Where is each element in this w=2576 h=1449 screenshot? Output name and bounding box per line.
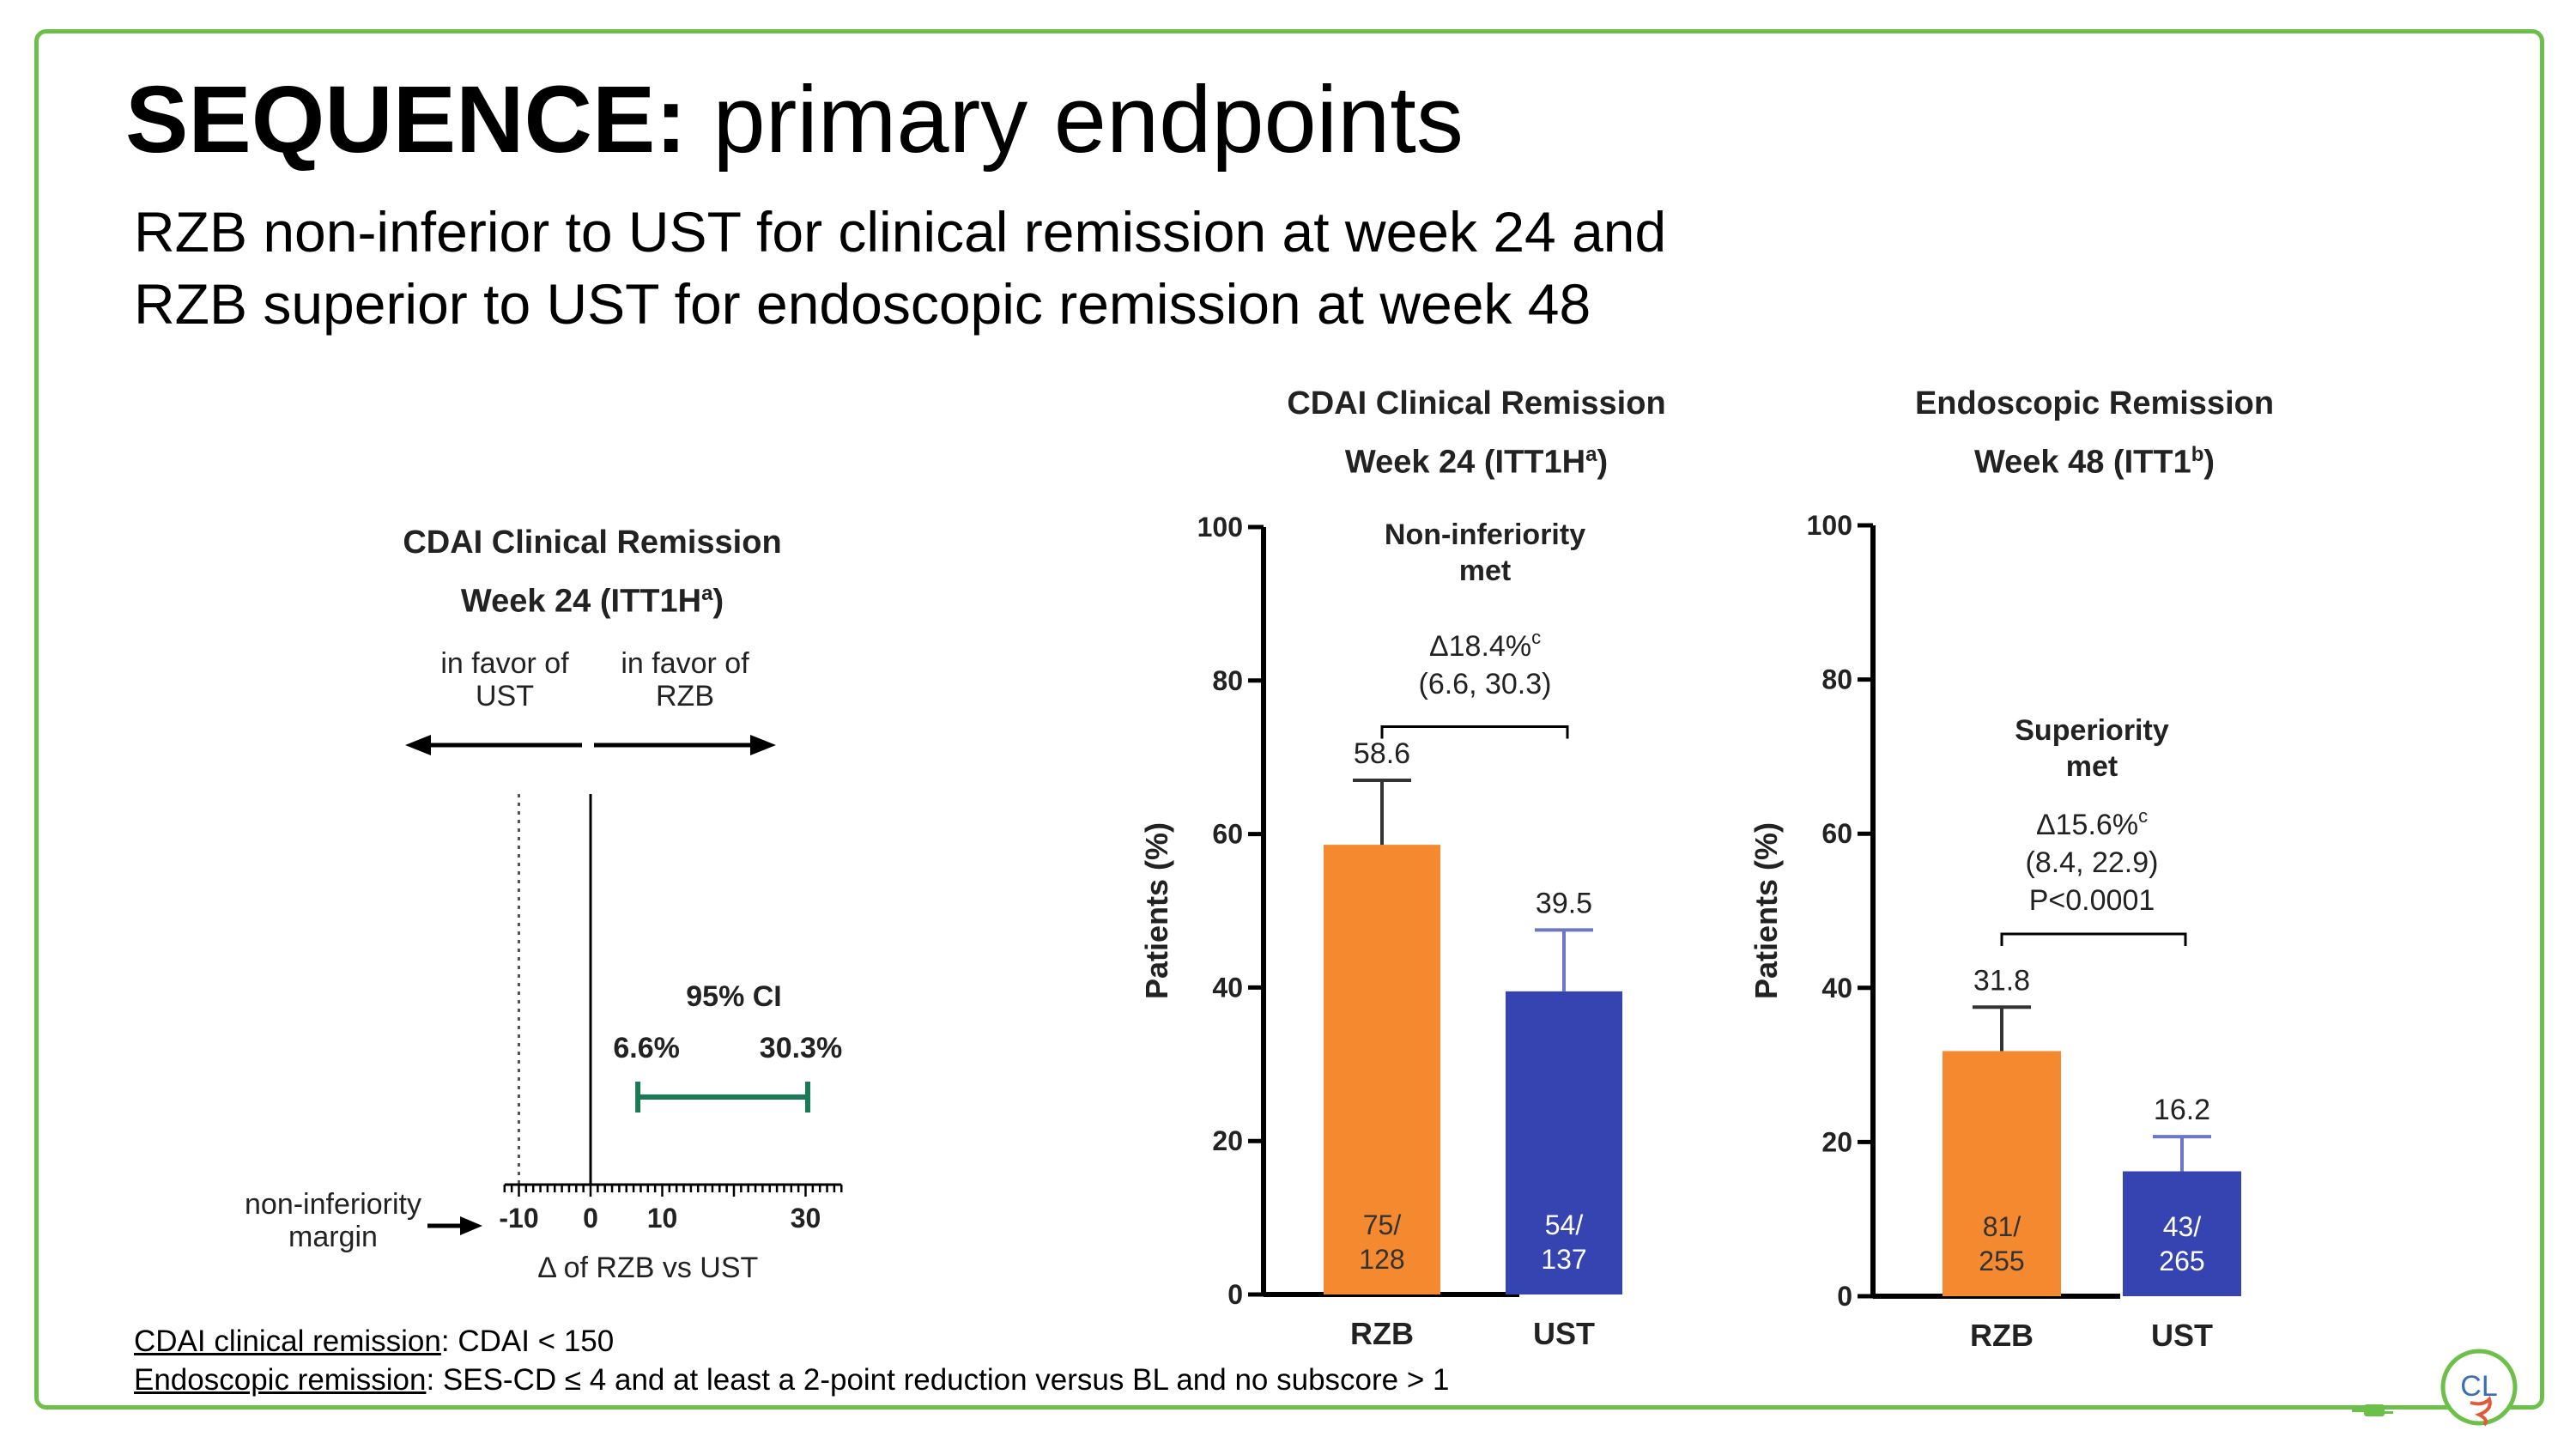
n-label-bottom-rzb: 128 — [1359, 1244, 1404, 1275]
n-label-bottom-ust: 265 — [2159, 1246, 2204, 1276]
n-label-top-rzb: 75/ — [1363, 1210, 1402, 1240]
y-axis-label: Patients (%) — [1139, 822, 1174, 999]
delta-line-2: (8.4, 22.9) — [2026, 846, 2159, 879]
y-tick-label: 60 — [1212, 819, 1243, 850]
value-label-rzb: 58.6 — [1354, 737, 1410, 770]
slide-subtitle: RZB non-inferior to UST for clinical rem… — [134, 196, 1666, 340]
value-label-ust: 16.2 — [2154, 1094, 2210, 1126]
arrow-left-head — [405, 735, 431, 755]
footnotes: CDAI clinical remission: CDAI < 150 Endo… — [134, 1322, 1450, 1399]
significance-bracket — [2000, 932, 2187, 946]
category-label-rzb: RZB — [1350, 1316, 1414, 1351]
delta-superscript: c — [1531, 627, 1541, 648]
value-label-rzb: 31.8 — [1973, 964, 2030, 997]
result-annotation-1: Non-inferiority — [1385, 518, 1585, 551]
bar-rzb — [1943, 1051, 2061, 1296]
n-label-bottom-ust: 137 — [1541, 1244, 1586, 1275]
favor-rzb-label-1: in favor of — [621, 647, 749, 680]
n-label-top-ust: 43/ — [2163, 1211, 2202, 1242]
plug-icon — [2352, 1404, 2393, 1416]
y-tick-label: 20 — [1212, 1125, 1243, 1156]
category-label-ust: UST — [1533, 1316, 1595, 1351]
result-annotation-2: met — [2066, 750, 2118, 783]
forest-x-label: Δ of RZB vs UST — [537, 1252, 758, 1284]
y-tick-label: 20 — [1821, 1126, 1852, 1157]
forest-tick-label: -10 — [499, 1203, 538, 1234]
value-label-ust: 39.5 — [1536, 887, 1592, 919]
significance-bracket — [1380, 724, 1569, 739]
y-tick-label: 40 — [1821, 973, 1852, 1003]
delta-line-1: Δ18.4%c — [1429, 627, 1541, 663]
favor-ust-label-1: in favor of — [440, 647, 569, 680]
result-annotation-1: Superiority — [2015, 714, 2169, 747]
y-tick-label: 0 — [1227, 1279, 1243, 1310]
footnote-clinical: CDAI clinical remission: CDAI < 150 — [134, 1325, 615, 1358]
y-tick-label: 80 — [1821, 664, 1852, 695]
bar-chart-1-title: CDAI Clinical Remission Week 24 (ITT1Ha) — [1287, 385, 1666, 481]
cl-logo: CL — [2440, 1349, 2518, 1427]
y-tick-label: 80 — [1212, 665, 1243, 696]
y-tick-label: 100 — [1807, 510, 1852, 541]
forest-chart-title: CDAI Clinical Remission Week 24 (ITT1Ha) — [403, 524, 782, 620]
n-label-bottom-rzb: 255 — [1979, 1246, 2024, 1276]
delta-line-1: Δ15.6%c — [2036, 805, 2148, 841]
footnote-endoscopic: Endoscopic remission: SES-CD ≤ 4 and at … — [134, 1363, 1450, 1397]
delta-line-2: (6.6, 30.3) — [1419, 668, 1552, 700]
favor-rzb-label-2: RZB — [656, 680, 714, 712]
subtitle-line-1: RZB non-inferior to UST for clinical rem… — [134, 200, 1667, 264]
category-label-ust: UST — [2151, 1318, 2213, 1353]
forest-tick-label: 10 — [647, 1203, 678, 1234]
subtitle-line-2: RZB superior to UST for endoscopic remis… — [134, 272, 1591, 336]
favor-ust-label-2: UST — [476, 680, 534, 712]
margin-label-1: non-inferiority — [245, 1188, 421, 1221]
bar-ust — [1506, 991, 1622, 1294]
y-tick-label: 100 — [1197, 512, 1243, 543]
y-tick-label: 40 — [1212, 972, 1243, 1003]
bar-rzb — [1324, 845, 1440, 1294]
y-tick-label: 0 — [1837, 1281, 1852, 1312]
bar-ust — [2123, 1171, 2241, 1296]
ci-high-label: 30.3% — [760, 1032, 842, 1064]
bar-chart-2-title: Endoscopic Remission Week 48 (ITT1b) — [1914, 385, 2275, 481]
forest-tick-label: 30 — [791, 1203, 821, 1234]
n-label-top-ust: 54/ — [1545, 1210, 1584, 1240]
margin-arrow-head — [460, 1216, 482, 1235]
forest-tick-label: 0 — [583, 1203, 598, 1234]
y-tick-label: 60 — [1821, 818, 1852, 849]
ci-low-label: 6.6% — [613, 1032, 680, 1064]
y-axis-label: Patients (%) — [1749, 822, 1784, 999]
margin-label-2: margin — [288, 1221, 378, 1253]
n-label-top-rzb: 81/ — [1983, 1211, 2021, 1242]
svg-text:CL: CL — [2460, 1370, 2497, 1403]
slide-frame — [34, 29, 2544, 1410]
arrow-right-head — [750, 735, 776, 755]
result-annotation-2: met — [1459, 555, 1511, 587]
delta-line-3: P<0.0001 — [2029, 884, 2155, 917]
delta-superscript: c — [2138, 805, 2148, 827]
ci-title: 95% CI — [686, 980, 782, 1013]
category-label-rzb: RZB — [1970, 1318, 2034, 1353]
slide-title: SEQUENCE: primary endpoints — [125, 67, 1464, 173]
